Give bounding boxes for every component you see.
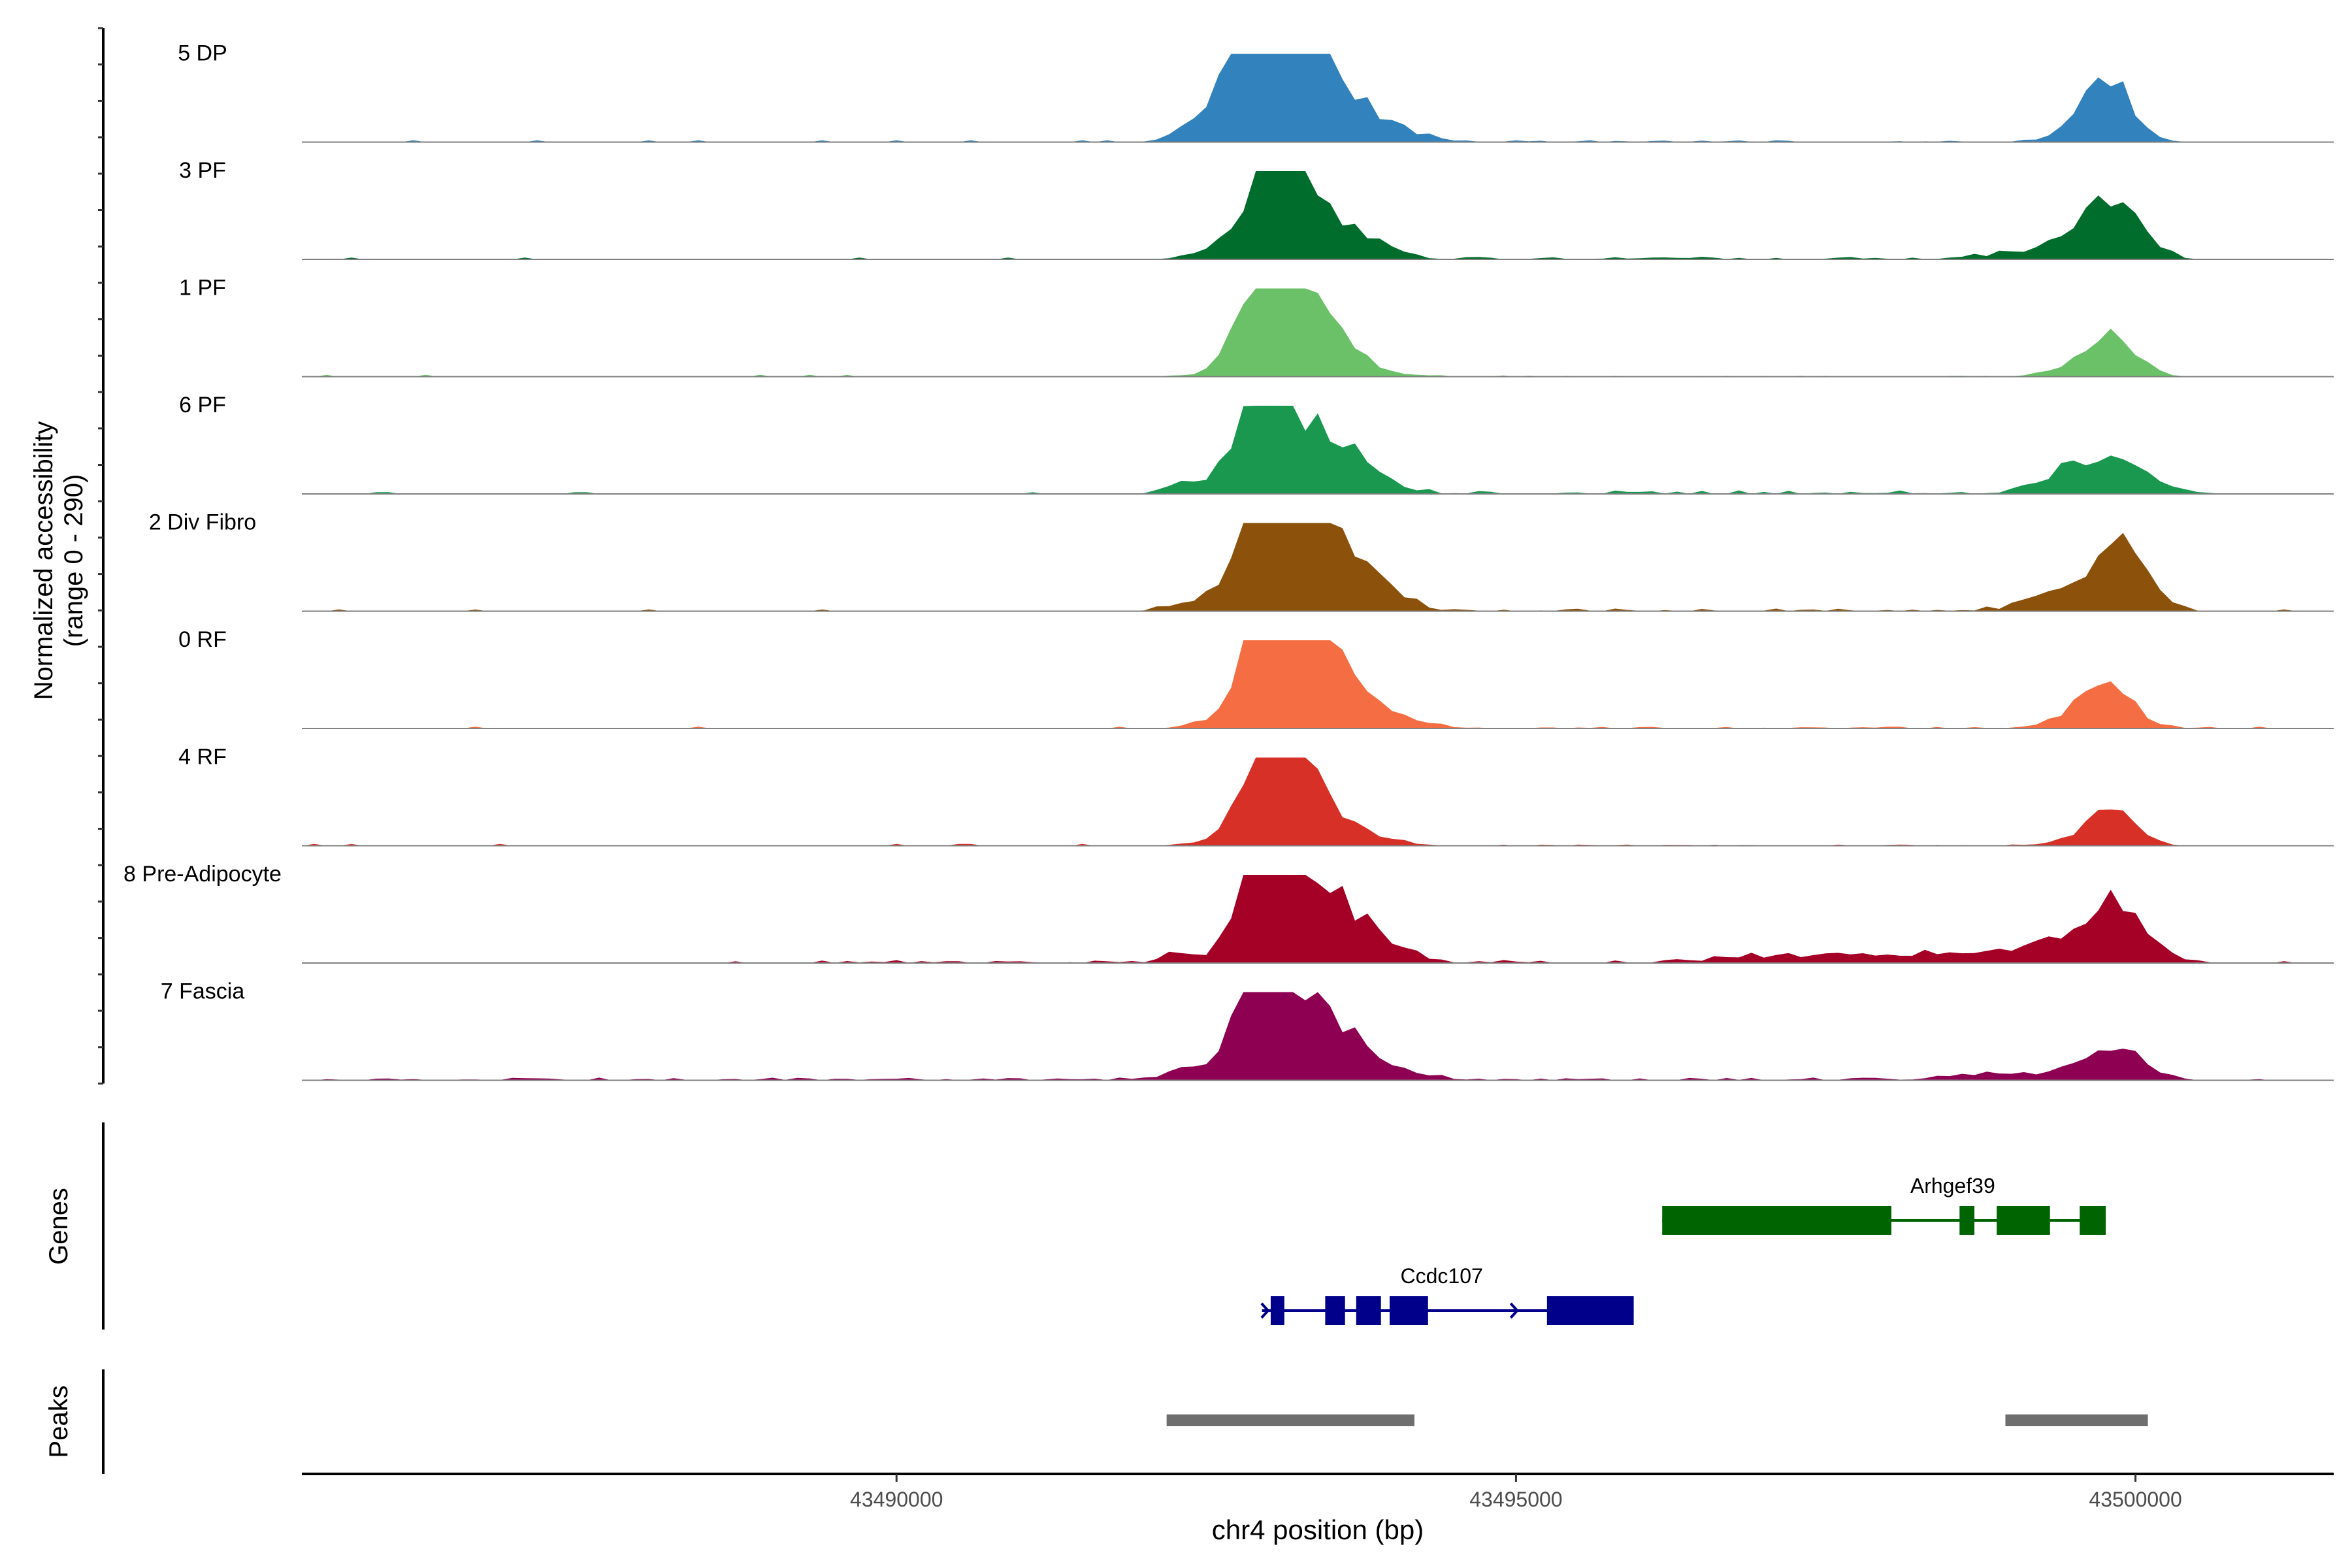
strand-arrow bbox=[1260, 1302, 1270, 1319]
coverage-series bbox=[302, 875, 2334, 963]
track-label: 7 Fascia bbox=[161, 979, 245, 1004]
track-label: 3 PF bbox=[179, 158, 226, 183]
coverage-series bbox=[302, 523, 2334, 612]
track-label: 1 PF bbox=[179, 276, 226, 301]
y-axis-title-line2: (range 0 - 290) bbox=[59, 474, 88, 647]
y-axis-title-line1: Normalized accessibility bbox=[29, 421, 58, 700]
track-label: 5 DP bbox=[178, 41, 227, 66]
gene-exon bbox=[1356, 1296, 1381, 1325]
gene-exon bbox=[1270, 1296, 1284, 1325]
x-axis-title: chr4 position (bp) bbox=[1212, 1514, 1424, 1545]
coverage-series bbox=[302, 640, 2334, 728]
genes-track-title: Genes bbox=[44, 1188, 73, 1265]
gene-exon bbox=[1389, 1296, 1428, 1325]
peaks-track-title: Peaks bbox=[44, 1385, 73, 1458]
coverage-series bbox=[302, 171, 2334, 259]
gene-exon bbox=[1662, 1206, 1892, 1235]
gene-label: Arhgef39 bbox=[1910, 1174, 1995, 1198]
track-label: 8 Pre-Adipocyte bbox=[123, 862, 282, 887]
gene-exon bbox=[2080, 1206, 2106, 1235]
coverage-series bbox=[302, 992, 2334, 1081]
gene-exon bbox=[1997, 1206, 2050, 1235]
track-label: 6 PF bbox=[179, 393, 226, 417]
coverage-y-axis bbox=[98, 27, 105, 1085]
gene-exon bbox=[1325, 1296, 1345, 1325]
coverage-series bbox=[302, 406, 2334, 494]
gene-label: Ccdc107 bbox=[1400, 1264, 1482, 1288]
track-label: 4 RF bbox=[178, 745, 227, 770]
strand-arrow bbox=[1509, 1302, 1520, 1319]
gene-exon bbox=[1959, 1206, 1975, 1235]
track-labels: 5 DP 3 PF 1 PF 6 PF 2 Div Fibro 0 RF 4 RF 8 Pre… bbox=[123, 41, 282, 1004]
coverage-series bbox=[302, 288, 2334, 377]
track-label: 0 RF bbox=[178, 627, 227, 652]
coverage-series bbox=[302, 54, 2334, 142]
track-label: 2 Div Fibro bbox=[149, 510, 256, 535]
x-tick-label: 43490000 bbox=[850, 1488, 943, 1511]
gene-exon bbox=[1546, 1296, 1634, 1325]
x-tick-label: 43500000 bbox=[2089, 1488, 2181, 1511]
coverage-series bbox=[302, 757, 2334, 846]
coverage-tracks bbox=[302, 54, 2334, 1081]
peak-region bbox=[2005, 1414, 2148, 1426]
gene-annotations: Arhgef39 Ccdc107 bbox=[1260, 1174, 2106, 1325]
x-tick-label: 43495000 bbox=[1469, 1488, 1562, 1511]
peak-region bbox=[1166, 1414, 1414, 1426]
peak-regions bbox=[1166, 1414, 2148, 1426]
x-axis-ticks: 43490000 43495000 43500000 bbox=[850, 1474, 2182, 1511]
